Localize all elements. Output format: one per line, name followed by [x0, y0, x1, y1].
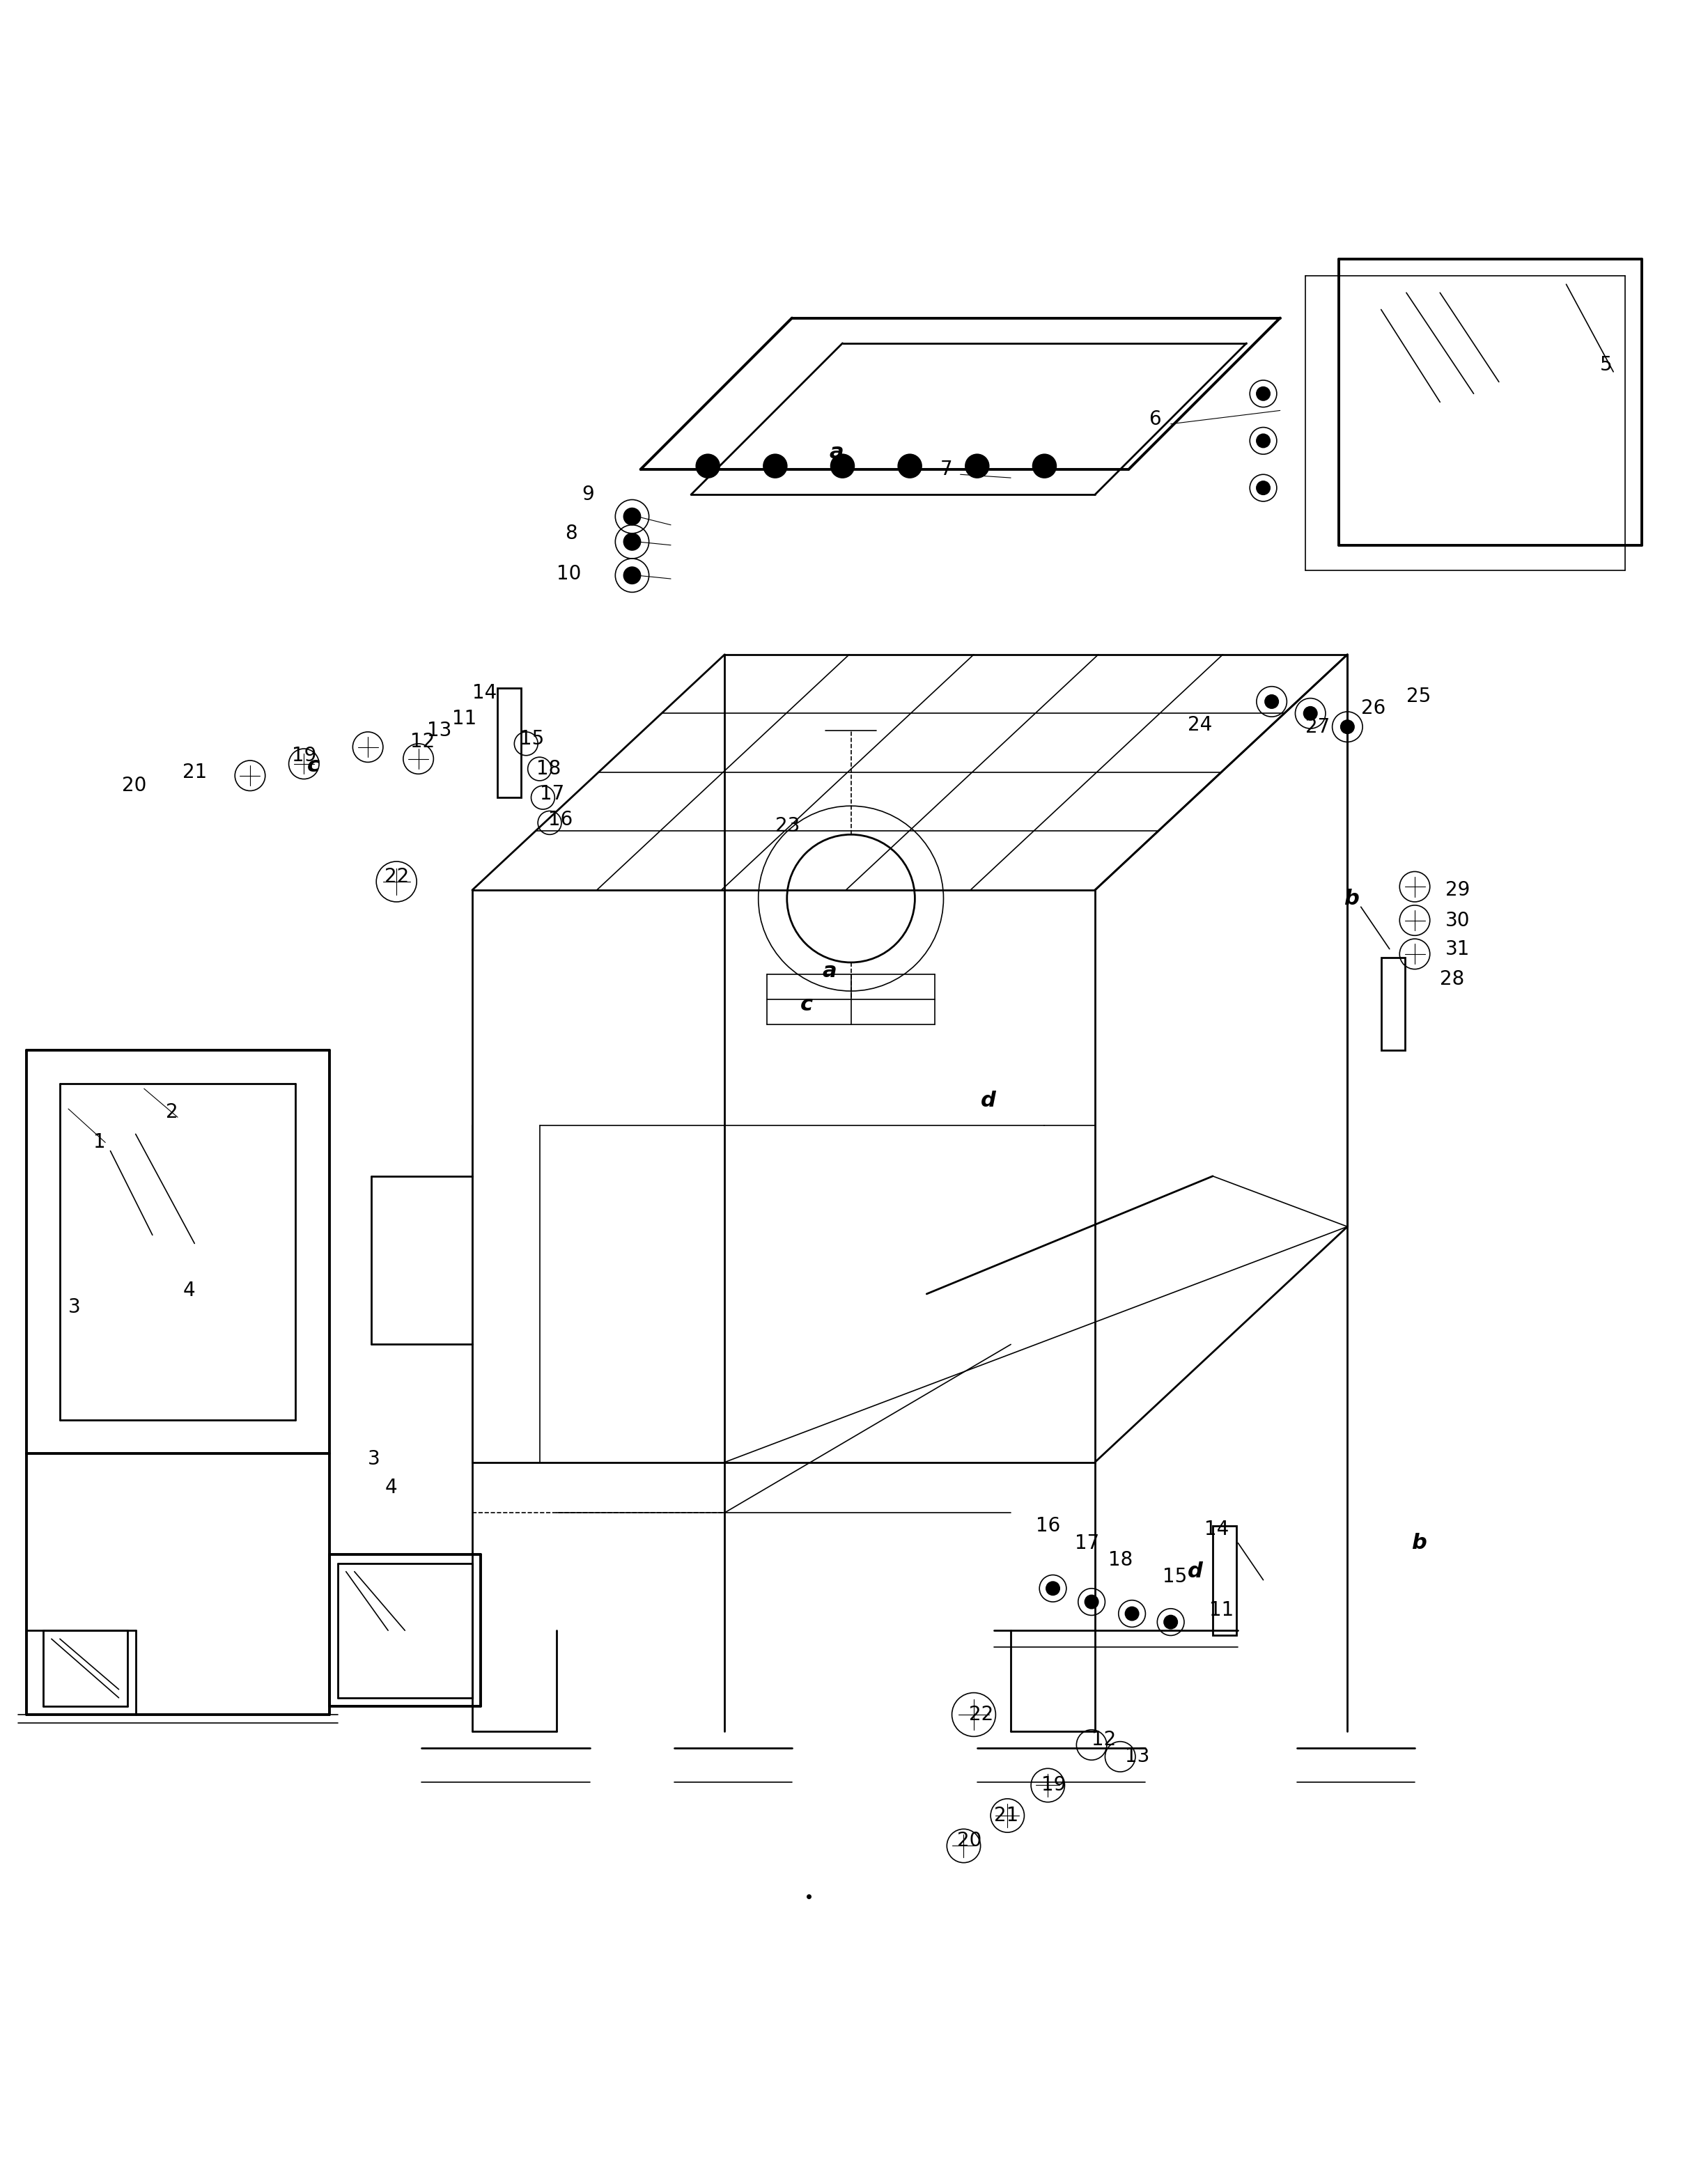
Circle shape: [623, 509, 640, 524]
Circle shape: [1257, 387, 1270, 400]
Text: 20: 20: [121, 775, 147, 795]
Text: 28: 28: [1441, 970, 1464, 989]
Circle shape: [1033, 454, 1056, 478]
Text: 17: 17: [539, 784, 564, 804]
Text: 11: 11: [452, 708, 477, 727]
Text: 15: 15: [1163, 1566, 1186, 1586]
Text: 23: 23: [775, 817, 800, 836]
Text: 2: 2: [165, 1103, 179, 1123]
Text: 5: 5: [1599, 356, 1613, 376]
Text: 14: 14: [1205, 1520, 1228, 1540]
Bar: [1382, 957, 1405, 1051]
Text: 16: 16: [548, 810, 573, 830]
Circle shape: [1304, 708, 1318, 721]
Circle shape: [1341, 721, 1355, 734]
Text: d: d: [981, 1090, 996, 1109]
Text: 24: 24: [1188, 716, 1212, 734]
Text: 26: 26: [1361, 699, 1385, 719]
Text: 19: 19: [292, 745, 317, 764]
Text: 8: 8: [564, 524, 576, 544]
Text: a: a: [822, 961, 837, 981]
Text: 13: 13: [1126, 1747, 1149, 1767]
Circle shape: [1046, 1581, 1060, 1594]
Circle shape: [623, 533, 640, 550]
Circle shape: [1257, 435, 1270, 448]
Text: 6: 6: [1149, 408, 1161, 428]
Circle shape: [898, 454, 922, 478]
Circle shape: [1085, 1594, 1099, 1610]
Circle shape: [966, 454, 989, 478]
Text: 19: 19: [1041, 1776, 1065, 1795]
Bar: [497, 688, 521, 797]
Text: 12: 12: [409, 732, 435, 751]
Text: b: b: [1345, 889, 1360, 909]
Text: 4: 4: [182, 1280, 195, 1299]
Text: 25: 25: [1407, 686, 1431, 705]
Circle shape: [1265, 695, 1279, 708]
Text: d: d: [1188, 1562, 1203, 1581]
Circle shape: [763, 454, 787, 478]
Text: a: a: [829, 443, 844, 463]
Text: 18: 18: [1109, 1551, 1132, 1570]
Text: c: c: [800, 994, 814, 1016]
Text: 31: 31: [1446, 939, 1469, 959]
Text: 9: 9: [581, 485, 595, 505]
Circle shape: [831, 454, 854, 478]
Text: 11: 11: [1210, 1601, 1233, 1621]
Text: 22: 22: [384, 867, 409, 887]
Text: 30: 30: [1446, 911, 1469, 930]
Text: 16: 16: [1036, 1516, 1060, 1535]
Text: 21: 21: [182, 762, 207, 782]
Text: 1: 1: [94, 1133, 106, 1153]
Text: c: c: [307, 756, 320, 775]
Text: 17: 17: [1075, 1533, 1099, 1553]
Circle shape: [696, 454, 719, 478]
Text: 14: 14: [472, 684, 497, 703]
Circle shape: [1164, 1616, 1178, 1629]
Text: 29: 29: [1446, 880, 1469, 900]
Text: 20: 20: [957, 1830, 982, 1850]
Text: 27: 27: [1306, 716, 1329, 736]
Text: 12: 12: [1092, 1730, 1115, 1749]
Text: b: b: [1412, 1533, 1427, 1553]
Text: 3: 3: [367, 1450, 381, 1468]
Text: 21: 21: [994, 1806, 1018, 1826]
Text: 15: 15: [519, 729, 544, 749]
Circle shape: [1126, 1607, 1139, 1621]
Text: 13: 13: [426, 721, 452, 740]
Text: 3: 3: [69, 1297, 81, 1317]
Text: 22: 22: [969, 1706, 992, 1725]
Text: 7: 7: [940, 459, 952, 478]
Circle shape: [623, 568, 640, 583]
Text: 4: 4: [384, 1479, 398, 1498]
Text: 18: 18: [536, 760, 561, 780]
Bar: [1213, 1527, 1237, 1636]
Circle shape: [1257, 480, 1270, 494]
Text: 10: 10: [556, 563, 581, 583]
